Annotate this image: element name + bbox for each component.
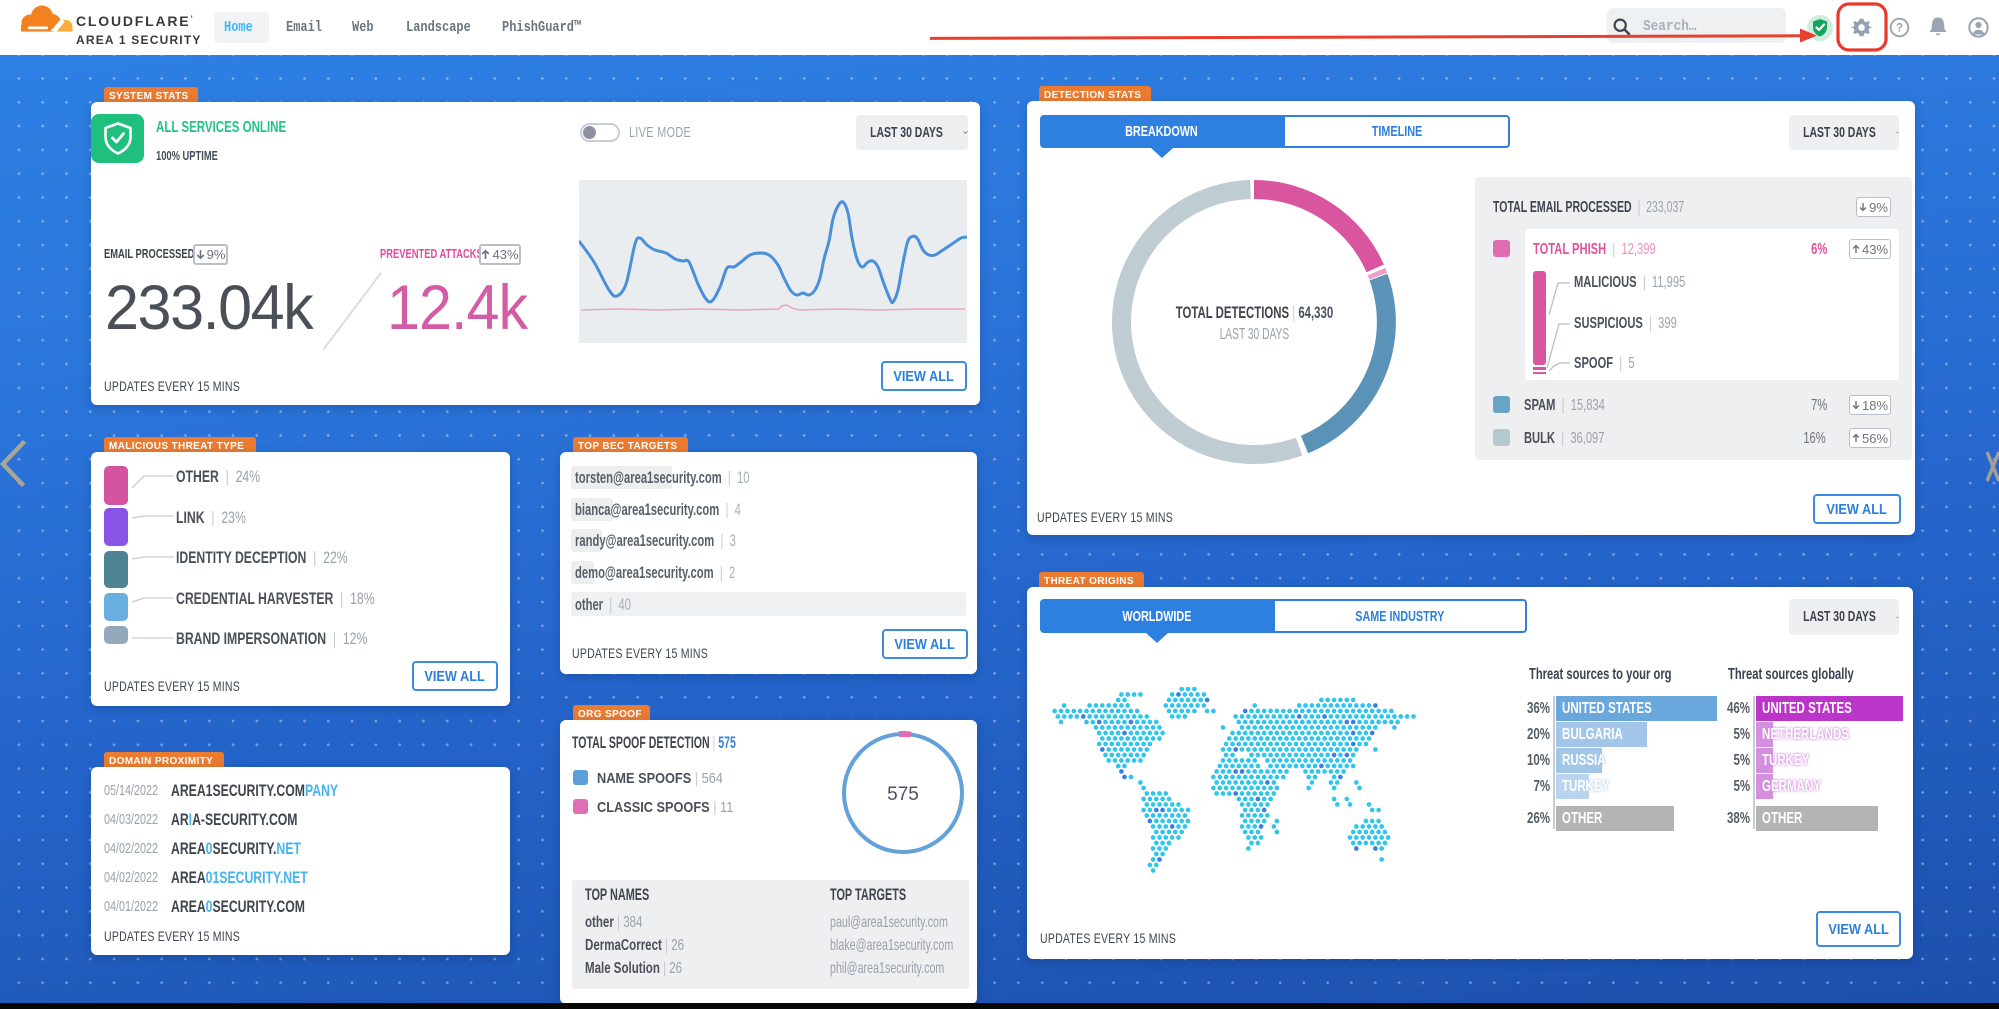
svg-text:?: ? <box>1896 23 1903 35</box>
svg-text:575: 575 <box>887 784 919 805</box>
